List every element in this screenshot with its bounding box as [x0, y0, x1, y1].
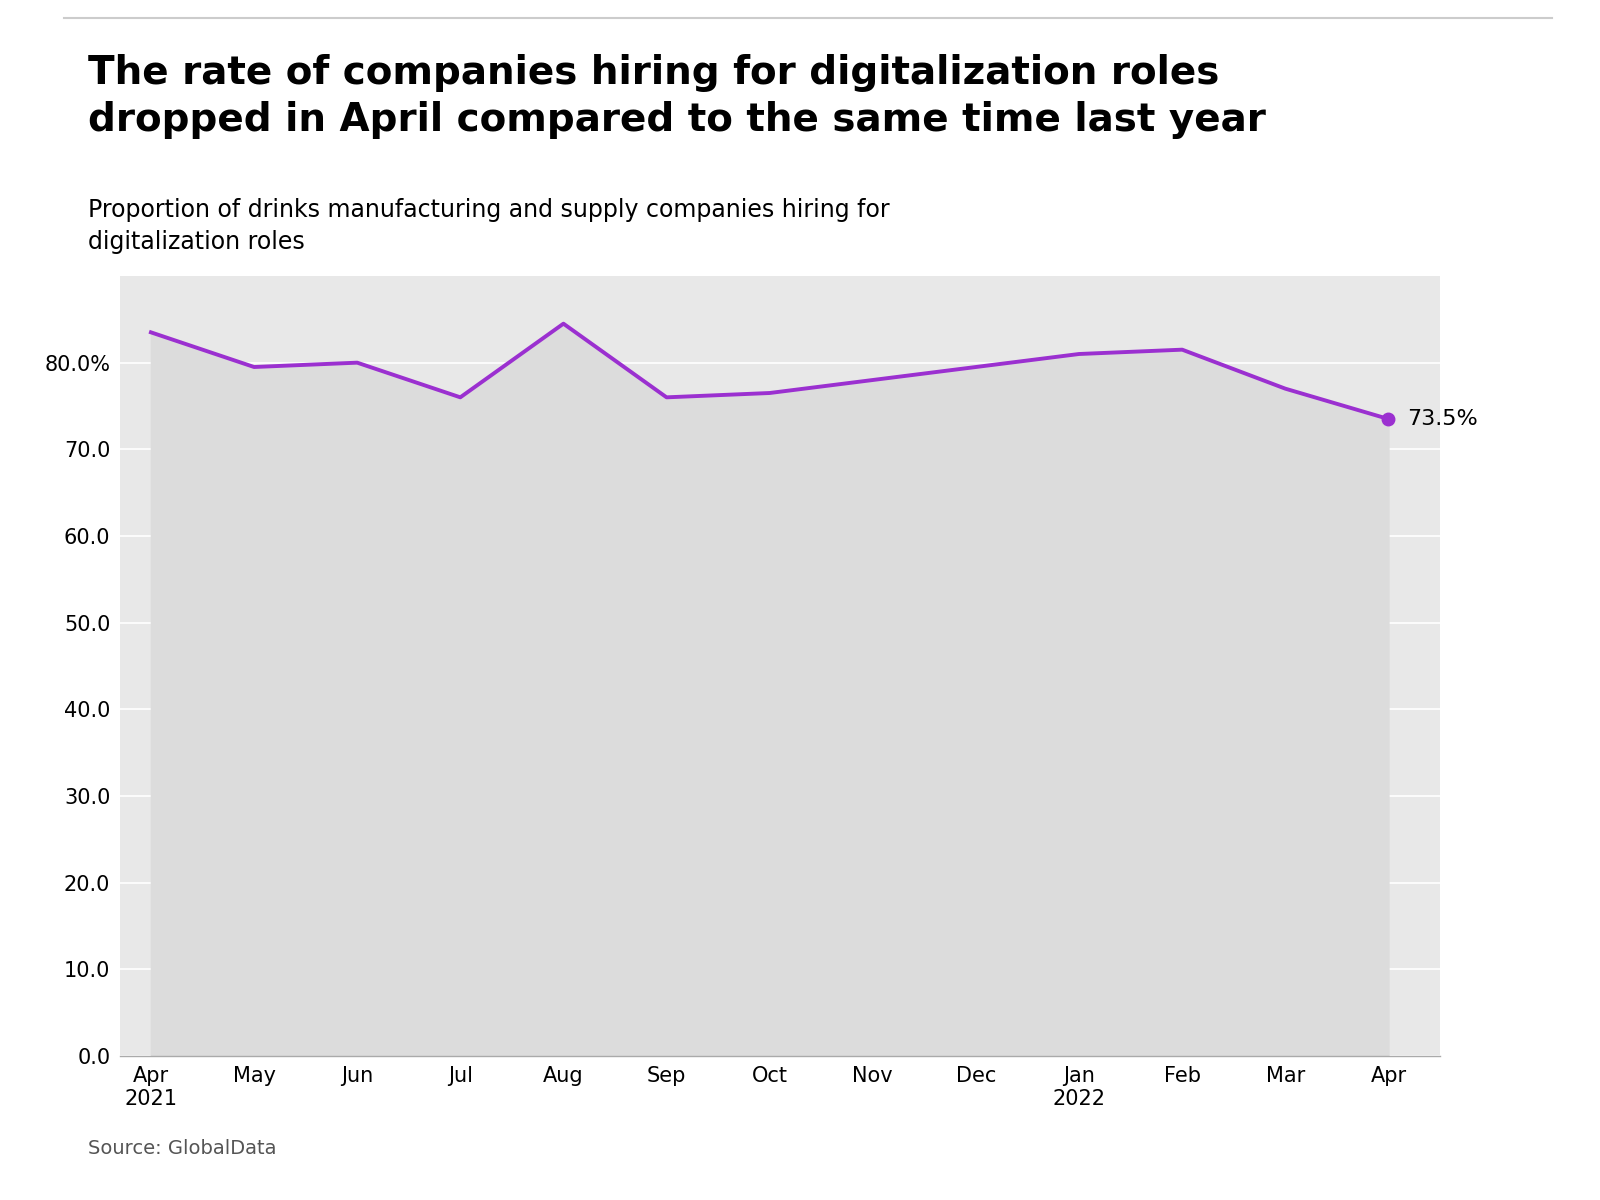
Text: 73.5%: 73.5% [1406, 409, 1478, 428]
Text: The rate of companies hiring for digitalization roles
dropped in April compared : The rate of companies hiring for digital… [88, 54, 1266, 139]
Text: Proportion of drinks manufacturing and supply companies hiring for
digitalizatio: Proportion of drinks manufacturing and s… [88, 198, 890, 253]
Text: Source: GlobalData: Source: GlobalData [88, 1139, 277, 1158]
